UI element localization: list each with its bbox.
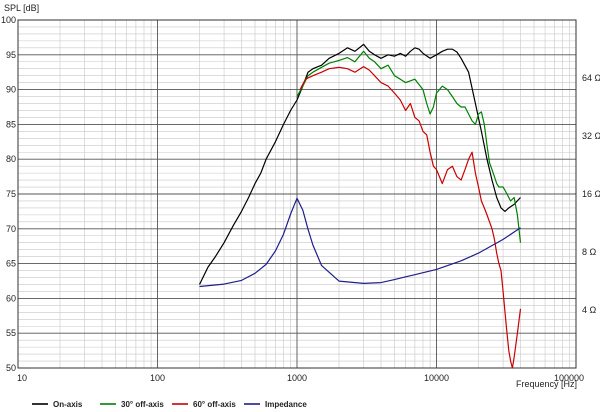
legend-label: 30° off-axis [121, 400, 164, 409]
legend-label: On-axis [53, 400, 83, 409]
y-tick-label: 90 [6, 85, 16, 95]
impedance-tick-labels: 4 Ω 8 Ω 16 Ω 32 Ω 64 Ω [582, 73, 600, 315]
x-tick-labels: 10 100 1000 10000 100000 [17, 373, 584, 383]
y-tick-label: 70 [6, 224, 16, 234]
x-tick-label: 10000 [424, 373, 449, 383]
x-tick-label: 100 [150, 373, 165, 383]
y-tick-label: 75 [6, 189, 16, 199]
curves [198, 43, 522, 369]
y-tick-label: 65 [6, 259, 16, 269]
x-axis-label: Frequency [Hz] [516, 379, 577, 389]
y-tick-label: 55 [6, 328, 16, 338]
series-line-on-axis [198, 43, 521, 285]
y-tick-labels: 50 55 60 65 70 75 80 85 90 95 100 [1, 15, 16, 373]
y-tick-label: 50 [6, 363, 16, 373]
y-axis-label: SPL [dB] [4, 3, 39, 13]
impedance-tick-label: 4 Ω [582, 305, 597, 315]
impedance-tick-label: 32 Ω [582, 131, 600, 141]
legend-label: 60° off-axis [193, 400, 236, 409]
y-tick-label: 100 [1, 15, 16, 25]
impedance-tick-label: 64 Ω [582, 73, 600, 83]
x-tick-label: 10 [17, 373, 27, 383]
plot-frame [17, 19, 577, 369]
series-line-60-off-axis [299, 66, 522, 369]
series-line-impedance [199, 197, 521, 288]
x-tick-label: 100000 [554, 373, 584, 383]
y-tick-label: 85 [6, 119, 16, 129]
impedance-tick-label: 16 Ω [582, 189, 600, 199]
y-tick-label: 60 [6, 293, 16, 303]
y-tick-label: 95 [6, 50, 16, 60]
legend: On-axis 30° off-axis 60° off-axis Impedance [32, 400, 307, 409]
y-tick-label: 80 [6, 154, 16, 164]
impedance-tick-label: 8 Ω [582, 247, 597, 257]
x-tick-label: 1000 [287, 373, 307, 383]
legend-label: Impedance [265, 400, 307, 409]
series-line-30-off-axis [296, 50, 522, 243]
